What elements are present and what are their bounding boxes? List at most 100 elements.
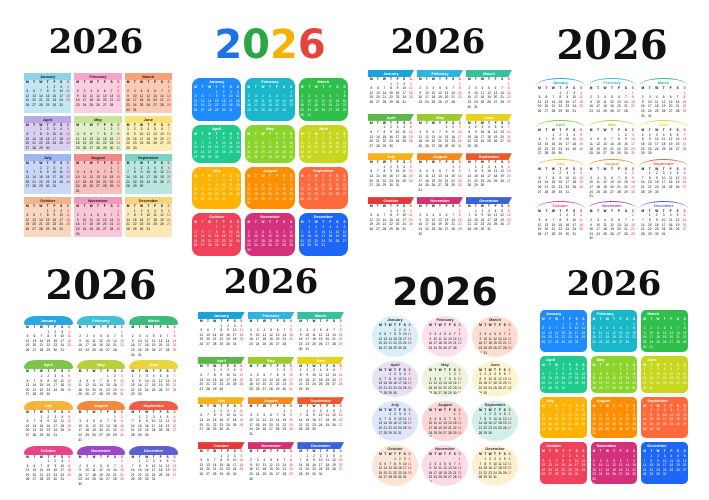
month-block: July M T W T F S S 1 2 3 4 5 6 7 8 9 10 11 12 13 14 15 16 17 18 19…: [192, 166, 242, 210]
day-number: 7: [283, 229, 285, 234]
day-number: 1: [138, 459, 141, 464]
day-number: 25: [228, 192, 233, 197]
day-number: 18: [488, 341, 492, 346]
day-number: 12: [610, 222, 614, 227]
day-number: 29: [682, 339, 687, 344]
day-number: 20: [493, 95, 498, 100]
month-name: November: [76, 445, 126, 455]
weekday-label: T: [322, 131, 325, 136]
day-number: 31: [402, 475, 407, 480]
day-number: 15: [561, 330, 566, 335]
day-number: 8: [215, 94, 218, 99]
day-number: 3: [86, 463, 88, 468]
day-number: 25: [596, 189, 600, 194]
day-number: 28: [32, 392, 37, 397]
day-number: 10: [589, 180, 593, 185]
day-number: 26: [579, 146, 583, 151]
day-number: 24: [596, 108, 600, 113]
day-number: 10: [493, 461, 497, 466]
day-number: 25: [236, 103, 240, 108]
day-number: 17: [395, 173, 400, 178]
month-block: May M T W T F S S 1 2 3 4 5 6 7 8 9 10 11 12 13 14 15 16 17 18 19 2…: [76, 360, 126, 398]
day-number: 7: [103, 170, 106, 175]
day-number: 17: [249, 422, 253, 427]
day-number: 2: [468, 86, 471, 91]
day-number: 24: [574, 335, 579, 340]
day-number: 5: [26, 213, 29, 218]
day-number: 11: [669, 458, 673, 463]
day-number: 3: [315, 136, 318, 141]
weekday-label: S: [573, 128, 576, 133]
day-number: 14: [200, 145, 205, 150]
day-number: 10: [228, 94, 233, 99]
day-number: 29: [457, 475, 462, 480]
day-number: 14: [451, 90, 455, 95]
day-number: 2: [569, 321, 571, 326]
weekday-label: T: [394, 407, 396, 412]
day-number: 15: [393, 466, 397, 471]
month-name: April: [536, 120, 585, 128]
weekday-label: T: [319, 449, 322, 454]
month-block: November M T W T F S S 1 2 3 4 5 6 7 8 9 10 11 12 13 14 15 16 17…: [245, 213, 295, 256]
day-number: 30: [558, 189, 563, 194]
weekday-label: S: [283, 220, 286, 225]
day-number: 14: [212, 462, 217, 467]
day-number: 13: [193, 187, 198, 192]
day-number: 28: [212, 341, 217, 346]
day-number: 29: [116, 227, 121, 232]
day-number: 14: [448, 421, 452, 426]
day-number: 27: [206, 341, 210, 346]
month-block: May M T W T F S S 1 2 3 4 5 6 7 8 9 10 11 12 13 14 15 16 17 18 19 2…: [74, 115, 122, 152]
day-number: 29: [382, 183, 387, 188]
day-grid: 1 2 3 4 5 6 7 8 9 10 11 12 13 14 15 16 17 18 19 20 21 22 23 24 2…: [588, 213, 637, 240]
day-number: 5: [599, 371, 602, 376]
day-number: 13: [268, 187, 272, 192]
weekday-label: W: [551, 128, 555, 133]
day-number: 26: [239, 422, 244, 427]
day-number: 18: [574, 376, 579, 381]
weekday-label: T: [201, 131, 204, 136]
day-number: 18: [82, 179, 87, 184]
day-number: 17: [662, 463, 667, 468]
weekday-label: W: [213, 449, 217, 454]
day-number: 26: [438, 227, 442, 232]
day-number: 27: [448, 345, 452, 350]
month-block: June M T W T F S S 1 2 3 4 5 6 7 8 9 10 11 12 13 14 15 16 17 18 19…: [466, 113, 512, 151]
weekday-label: W: [382, 204, 386, 209]
day-number: 22: [275, 382, 280, 387]
day-number: 30: [247, 247, 251, 252]
day-number: 13: [376, 217, 380, 222]
day-number: 14: [282, 234, 286, 239]
day-number: 7: [641, 218, 644, 223]
weekday-label: W: [603, 208, 607, 213]
day-number: 17: [402, 466, 407, 471]
weekday-label: S: [683, 403, 686, 408]
day-number: 14: [625, 330, 630, 335]
day-number: 31: [228, 107, 233, 112]
day-number: 21: [478, 470, 483, 475]
day-number: 27: [153, 102, 157, 107]
month-block: August M T W T F S S 1 2 3 4 5 6 7 8 9 10 11 12 13 14 15 16 17 18…: [590, 396, 638, 439]
day-number: 5: [26, 334, 29, 339]
weekday-label: S: [582, 362, 585, 367]
weekday-label: M: [467, 160, 471, 165]
day-number: 3: [120, 374, 123, 379]
day-number: 15: [457, 336, 462, 341]
month-name: January: [208, 79, 225, 84]
day-number: 11: [402, 169, 406, 174]
day-number: 24: [395, 178, 400, 183]
weekday-label: M: [26, 410, 29, 415]
weekday-label: W: [488, 452, 492, 457]
day-number: 6: [549, 458, 551, 463]
day-number: 19: [502, 421, 507, 426]
month-name: March: [317, 79, 330, 84]
day-number: 10: [654, 137, 659, 142]
day-number: 19: [408, 134, 413, 139]
weekday-label: T: [650, 403, 653, 408]
day-number: 31: [249, 431, 253, 436]
day-number: 19: [500, 173, 504, 178]
day-number: 21: [282, 103, 286, 108]
